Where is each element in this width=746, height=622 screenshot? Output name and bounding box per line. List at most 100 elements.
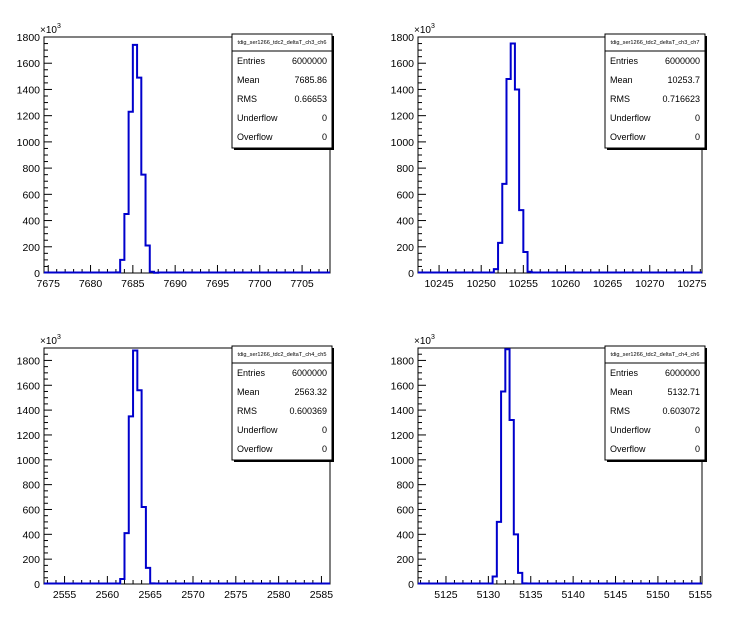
y-multiplier-label: ×103	[414, 334, 435, 347]
histogram-bin	[514, 534, 518, 584]
histogram-panel-3: 0 200 400 600 800 1000 1200 1400 1600 1800 2555 256…	[17, 334, 334, 601]
stats-key: RMS	[237, 406, 257, 416]
histogram-bin	[124, 533, 128, 584]
x-tick-label: 7690	[163, 278, 187, 290]
stats-value: 6000000	[665, 56, 700, 66]
stats-value: 0	[322, 425, 327, 435]
histogram-bin	[129, 416, 133, 584]
y-tick-label: 1800	[391, 355, 415, 367]
y-tick-label: 1800	[17, 32, 41, 44]
stats-value: 10253.7	[667, 75, 700, 85]
x-tick-label: 5155	[689, 589, 713, 601]
y-tick-label: 1000	[17, 455, 41, 467]
x-tick-label: 10265	[593, 278, 622, 290]
histogram-bin	[523, 252, 527, 273]
stats-box: tdig_ser1266_tdc2_deltaT_ch4_ch6 Entries 6…	[604, 345, 707, 462]
x-tick-label: 10260	[551, 278, 580, 290]
stats-key: Mean	[237, 75, 260, 85]
y-multiplier-exponent: 3	[57, 334, 61, 341]
y-tick-label: 800	[396, 163, 414, 175]
stats-title: tdig_ser1266_tdc2_deltaT_ch3_ch7	[611, 40, 700, 46]
stats-value: 0	[322, 132, 327, 142]
y-tick-label: 1000	[17, 137, 41, 149]
y-tick-label: 1400	[391, 405, 415, 417]
histogram-bin	[116, 272, 120, 273]
stats-value: 0	[322, 113, 327, 123]
histogram-line	[44, 43, 330, 274]
stats-key: Entries	[237, 56, 266, 66]
histogram-bin	[150, 583, 154, 584]
y-tick-label: 400	[22, 216, 40, 228]
x-tick-label: 7695	[206, 278, 230, 290]
stats-title: tdig_ser1266_tdc2_deltaT_ch4_ch6	[611, 352, 700, 358]
x-tick-label: 5125	[434, 589, 458, 601]
y-tick-label: 1200	[391, 111, 415, 123]
y-tick-label: 1800	[17, 355, 41, 367]
y-tick-label: 800	[22, 480, 40, 492]
stats-value: 0	[695, 113, 700, 123]
stats-box: tdig_ser1266_tdc2_deltaT_ch4_ch5 Entries 6…	[231, 345, 334, 462]
y-tick-label: 200	[396, 242, 414, 254]
y-tick-label: 1600	[17, 380, 41, 392]
stats-key: Overflow	[610, 132, 646, 142]
stats-value: 0.66653	[294, 94, 327, 104]
y-tick-label: 200	[22, 242, 40, 254]
histogram-bin	[120, 579, 124, 584]
stats-value: 0	[322, 444, 327, 454]
histogram-bin	[494, 269, 498, 273]
x-tick-label: 5145	[604, 589, 628, 601]
y-tick-label: 1400	[17, 405, 41, 417]
y-multiplier-label: ×103	[40, 23, 61, 36]
stats-key: Overflow	[610, 444, 646, 454]
x-tick-label: 7680	[79, 278, 103, 290]
y-tick-label: 0	[34, 579, 40, 591]
histogram-bin	[137, 390, 141, 584]
stats-title: tdig_ser1266_tdc2_deltaT_ch3_ch6	[238, 40, 327, 46]
stats-box-frame	[231, 33, 333, 149]
x-tick-label: 2575	[224, 589, 248, 601]
stats-key: Underflow	[237, 425, 278, 435]
stats-title: tdig_ser1266_tdc2_deltaT_ch4_ch5	[238, 352, 327, 358]
stats-key: Underflow	[610, 113, 651, 123]
histogram-bin	[498, 243, 502, 273]
x-tick-label: 10255	[509, 278, 538, 290]
histogram-bin	[133, 45, 137, 273]
y-tick-label: 800	[22, 163, 40, 175]
x-tick-label: 7675	[37, 278, 61, 290]
y-tick-label: 200	[396, 554, 414, 566]
histogram-bin	[505, 349, 509, 584]
y-tick-label: 400	[396, 216, 414, 228]
stats-key: Mean	[610, 75, 633, 85]
histogram-bin	[519, 210, 523, 273]
stats-key: Entries	[237, 368, 266, 378]
stats-value: 0.603072	[662, 406, 700, 416]
stats-key: Mean	[610, 387, 633, 397]
stats-value: 6000000	[292, 56, 327, 66]
x-tick-label: 7685	[121, 278, 145, 290]
histogram-bin	[146, 568, 150, 584]
stats-value: 7685.86	[294, 75, 327, 85]
histogram-line	[418, 348, 702, 585]
histogram-bin	[120, 260, 124, 273]
histogram-bin	[141, 175, 145, 273]
y-tick-label: 1400	[17, 84, 41, 96]
histogram-bin	[124, 214, 128, 273]
y-multiplier-exponent: 3	[431, 23, 435, 30]
x-tick-label: 10270	[635, 278, 664, 290]
y-tick-label: 1200	[17, 111, 41, 123]
stats-box-frame	[604, 345, 706, 461]
y-tick-label: 1000	[391, 455, 415, 467]
x-tick-label: 2565	[138, 589, 162, 601]
y-tick-label: 1600	[391, 58, 415, 70]
y-tick-label: 600	[396, 189, 414, 201]
y-tick-label: 1200	[17, 430, 41, 442]
stats-key: RMS	[610, 94, 630, 104]
x-tick-label: 7700	[248, 278, 272, 290]
histogram-line	[44, 349, 330, 585]
y-tick-label: 1200	[391, 430, 415, 442]
stats-key: Entries	[610, 368, 639, 378]
histogram-bin	[511, 44, 515, 273]
stats-value: 6000000	[292, 368, 327, 378]
stats-value: 5132.71	[667, 387, 700, 397]
